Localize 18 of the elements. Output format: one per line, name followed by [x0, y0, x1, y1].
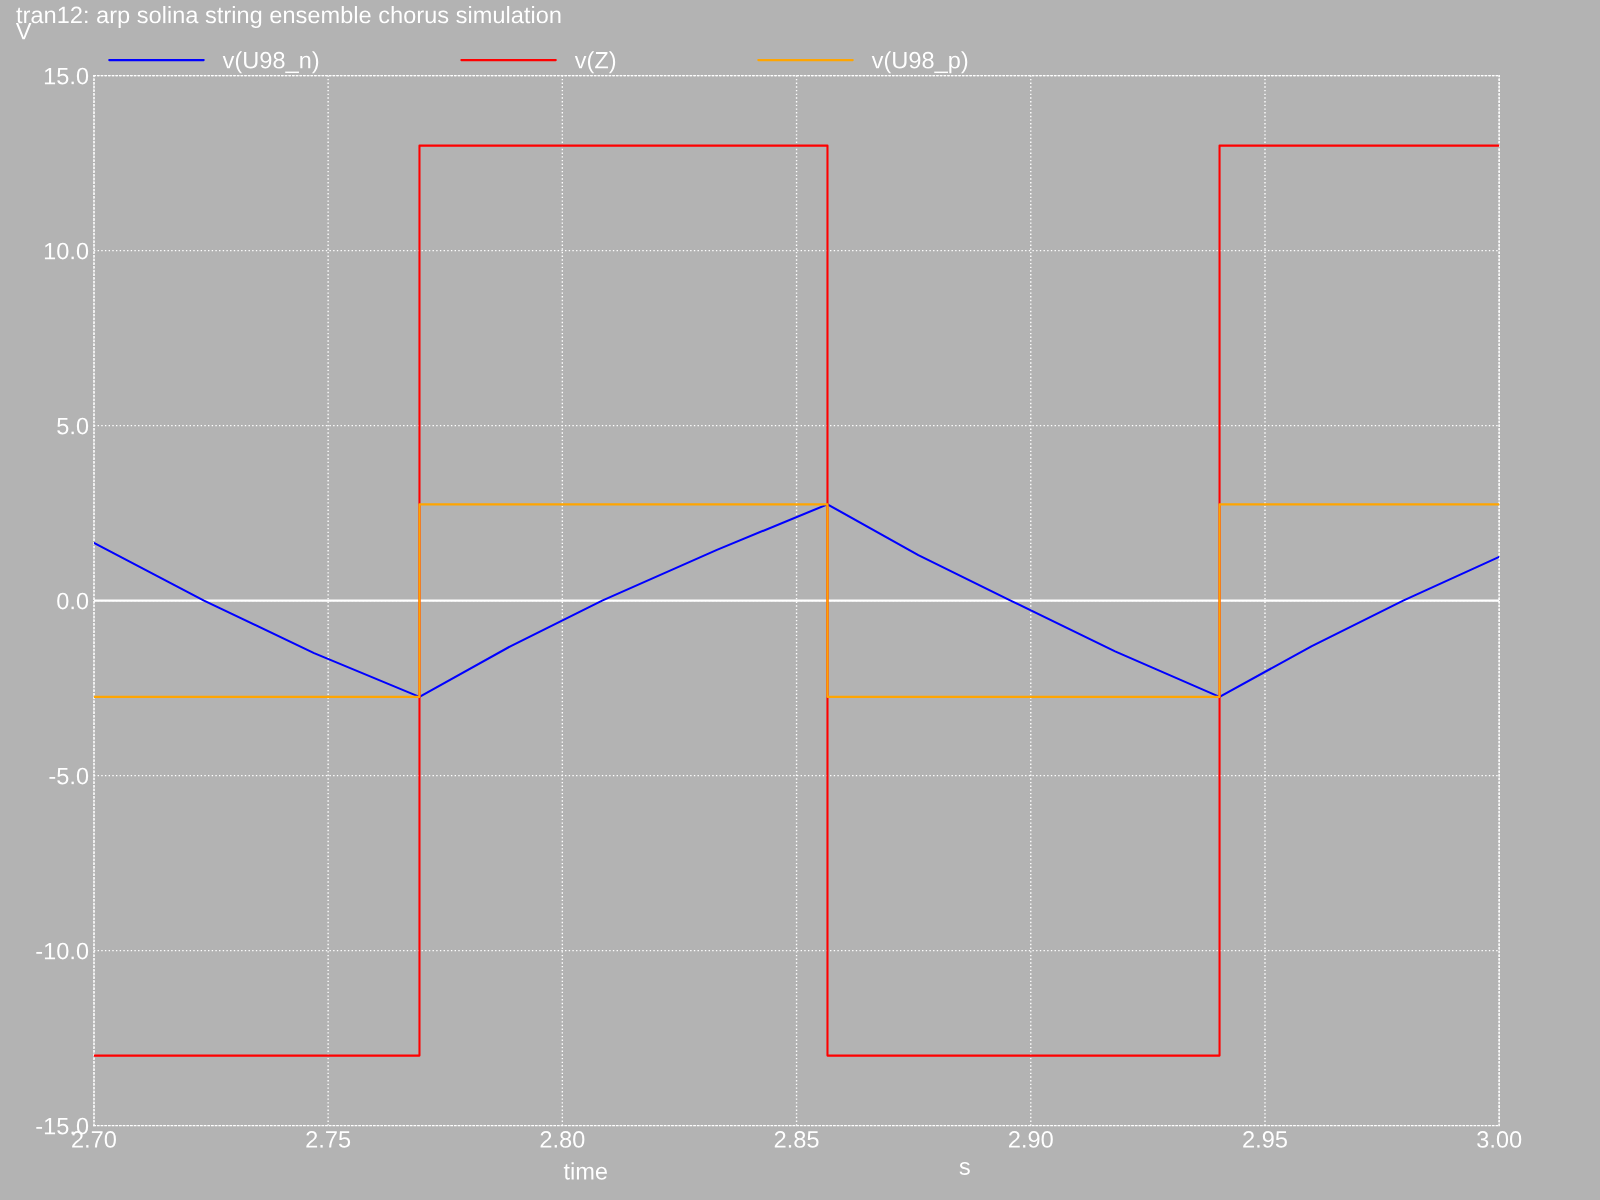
y-tick-label: 15.0: [44, 67, 89, 85]
y-tick-label: -10.0: [36, 942, 89, 960]
legend-label: v(U98_p): [871, 51, 968, 74]
text: s: [959, 1162, 970, 1175]
legend-label: v(U98_n): [222, 51, 319, 74]
y-tick-label: 5.0: [57, 417, 89, 435]
legend-label: v(Z): [574, 51, 616, 74]
y-tick-label: 10.0: [44, 242, 89, 260]
x-tick-label: 3.00: [1477, 1131, 1522, 1148]
x-tick-label: 2.75: [306, 1131, 351, 1148]
x-tick-label: 2.80: [540, 1131, 585, 1148]
x-tick-label: 2.85: [774, 1131, 819, 1148]
y-tick-label: 0.0: [57, 592, 89, 610]
x-tick-label: 2.95: [1243, 1131, 1287, 1148]
x-axis-title: time: [563, 1162, 608, 1180]
line-series: [93, 503, 1500, 698]
y-tick-label: -5.0: [49, 767, 89, 785]
x-tick-label: 2.90: [1008, 1131, 1053, 1148]
